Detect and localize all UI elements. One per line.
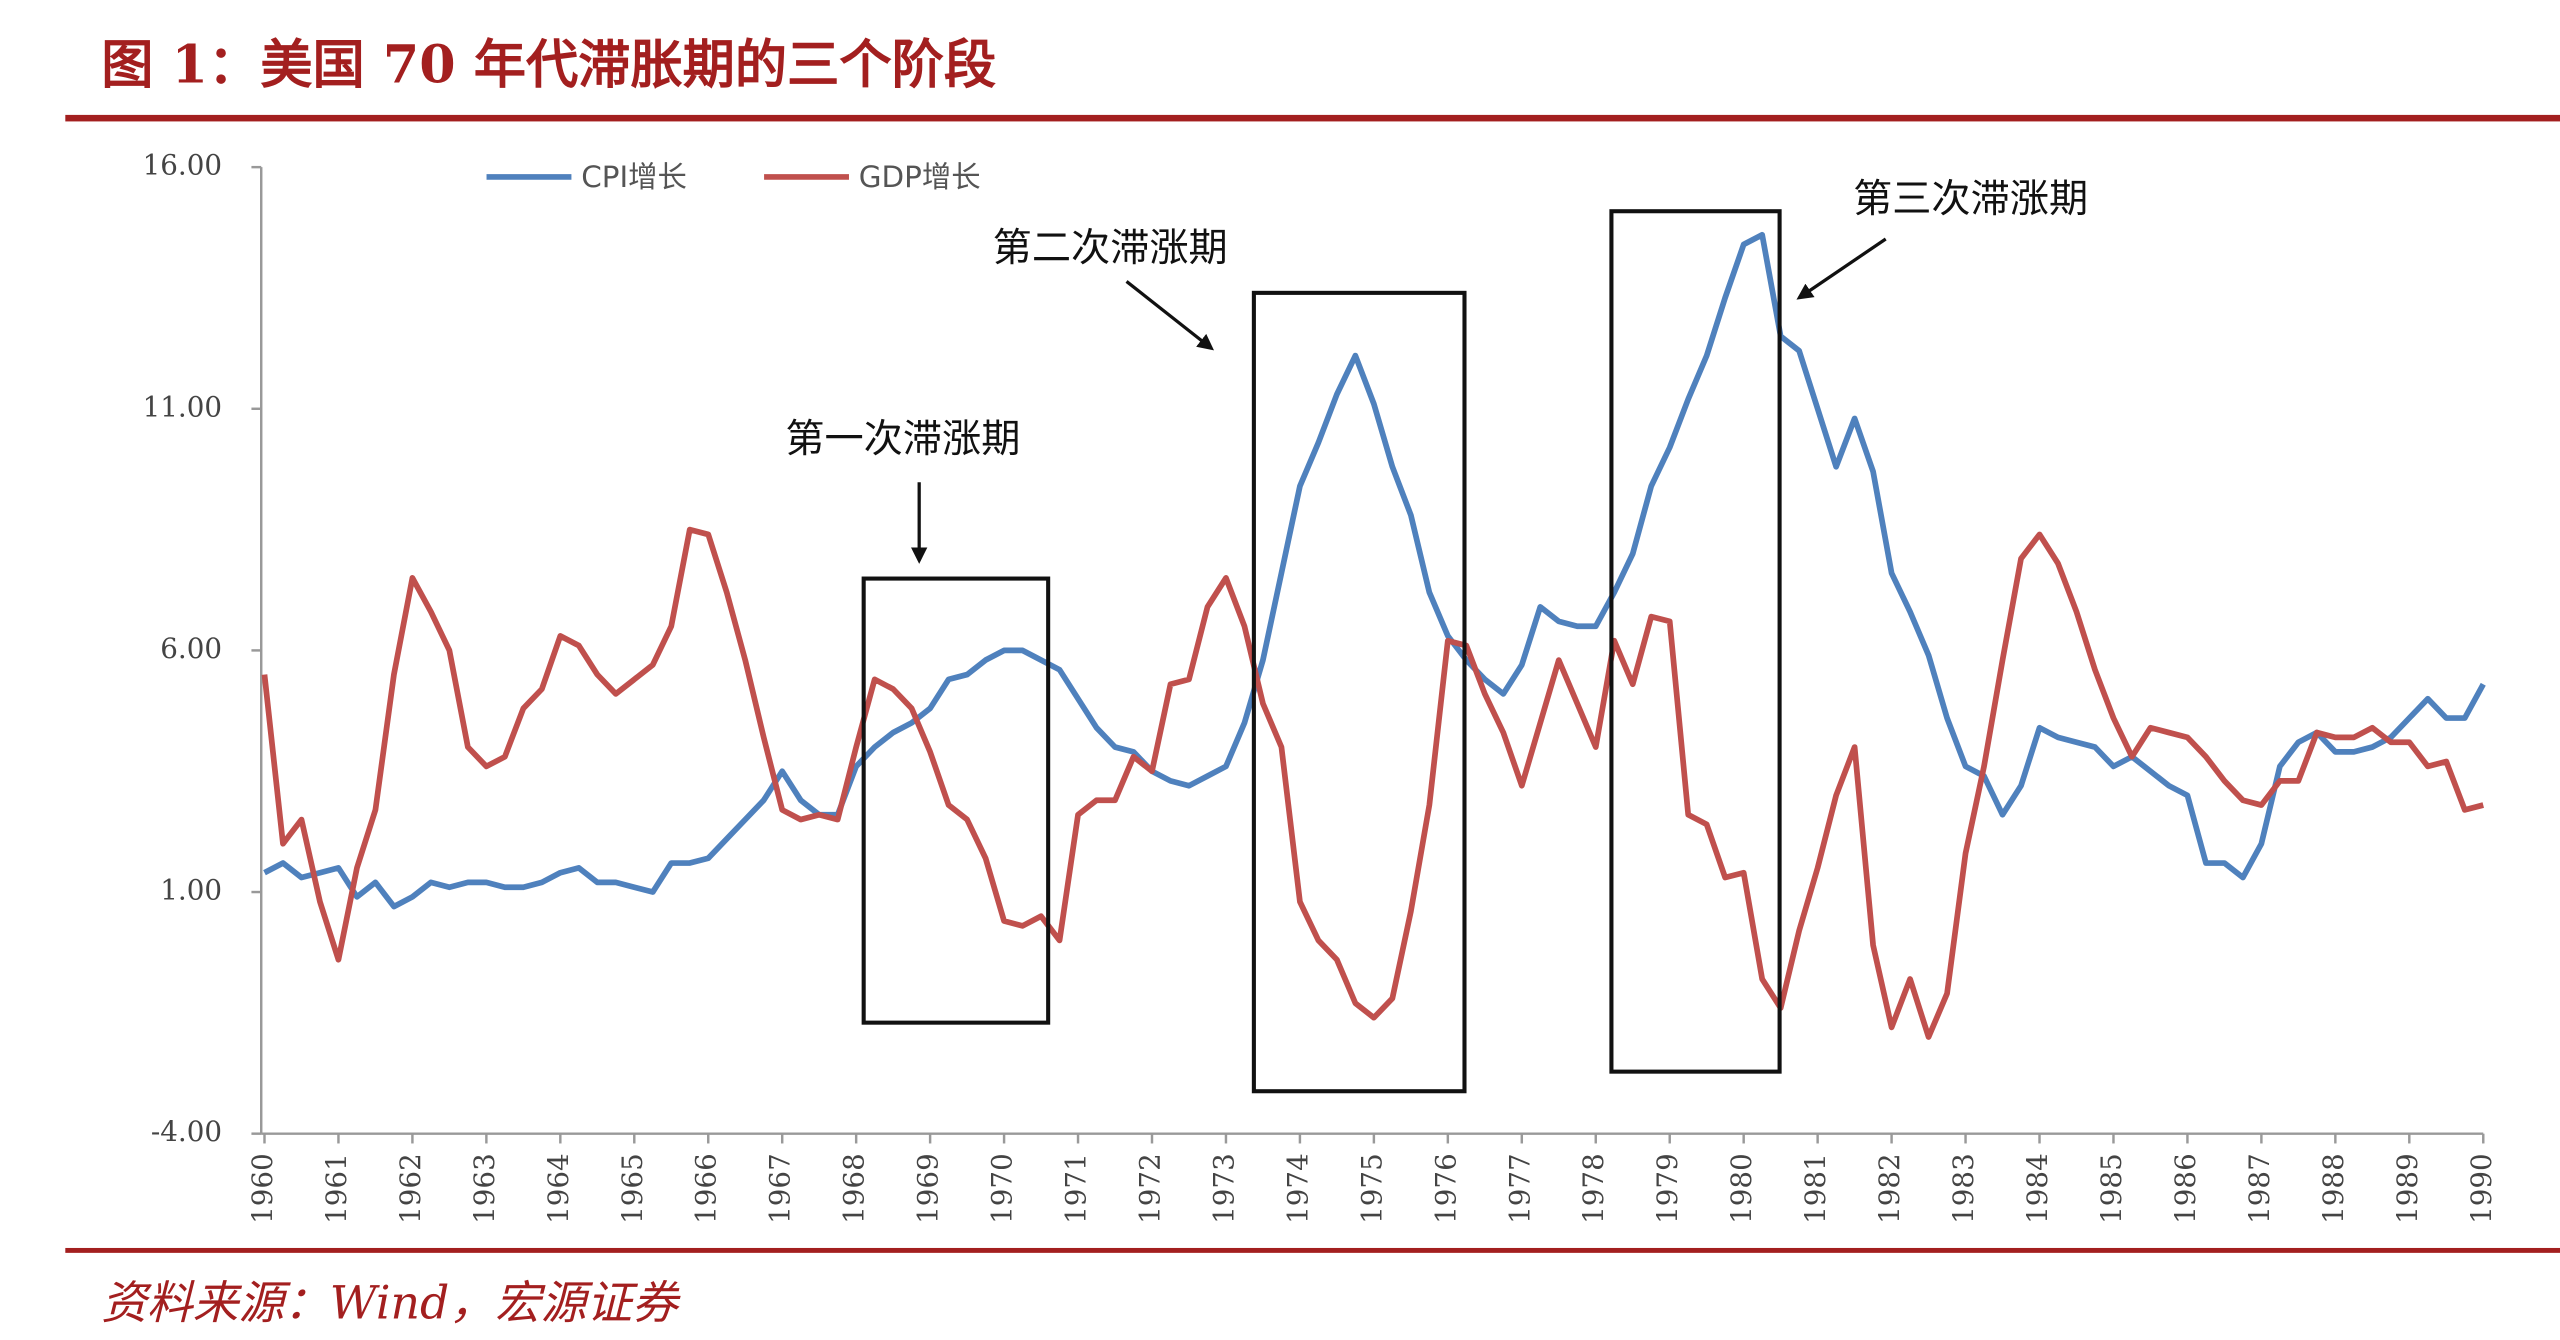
x-tick-label: 1982 (1873, 1153, 1906, 1224)
x-tick-label: 1966 (690, 1153, 723, 1224)
x-tick-label: 1960 (246, 1153, 279, 1224)
title-rule (65, 114, 2560, 122)
y-tick-label: 6.00 (160, 632, 222, 665)
y-tick-label: -4.00 (151, 1115, 222, 1148)
arrow (1125, 280, 1214, 351)
annotation: 第一次滞涨期 (785, 417, 1020, 462)
x-tick-label: 1983 (1947, 1153, 1980, 1224)
x-tick-label: 1963 (468, 1153, 501, 1224)
x-tick-label: 1967 (764, 1153, 797, 1224)
x-tick-label: 1977 (1503, 1153, 1536, 1224)
period-box (1251, 290, 1467, 1094)
x-tick-label: 1965 (616, 1153, 649, 1224)
x-tick-label: 1985 (2095, 1153, 2128, 1224)
y-tick-label: 11.00 (143, 390, 222, 423)
x-tick-label: 1987 (2243, 1153, 2276, 1224)
annotation: 第三次滞涨期 (1853, 177, 2088, 222)
x-tick-label: 1962 (394, 1153, 427, 1224)
period-box (1609, 209, 1782, 1074)
y-tick-label: 16.00 (143, 149, 222, 182)
x-tick-label: 1961 (320, 1153, 353, 1224)
x-tick-label: 1986 (2169, 1153, 2202, 1224)
period-box (861, 576, 1051, 1025)
x-tick-label: 1976 (1429, 1153, 1462, 1224)
plot-area: -4.00 1.00 6.00 11.00 16.00 1960 1961 1962 1963 1… (143, 149, 2498, 1224)
x-tick-label: 1964 (542, 1153, 575, 1224)
x-tick-label: 1975 (1355, 1153, 1388, 1224)
x-tick-label: 1972 (1133, 1153, 1166, 1224)
legend-label: CPI增长 (581, 160, 687, 194)
arrow (1796, 237, 1887, 300)
footer-rule (65, 1247, 2560, 1253)
x-tick-label: 1989 (2391, 1153, 2424, 1224)
x-tick-label: 1980 (1725, 1153, 1758, 1224)
x-tick-label: 1979 (1651, 1153, 1684, 1224)
x-tick-label: 1990 (2465, 1153, 2498, 1224)
data-line (261, 526, 2484, 1040)
x-tick-label: 1988 (2317, 1153, 2350, 1224)
x-tick-label: 1984 (2021, 1153, 2054, 1224)
annotation: 第二次滞涨期 (993, 226, 1228, 271)
chart-title: 图 1：美国 70 年代滞胀期的三个阶段 (101, 35, 996, 96)
data-line (263, 231, 2486, 910)
x-tick-label: 1968 (838, 1153, 871, 1224)
x-tick-label: 1970 (986, 1153, 1019, 1224)
legend-label: GDP增长 (859, 160, 981, 194)
x-tick-label: 1981 (1799, 1153, 1832, 1224)
x-tick-label: 1969 (912, 1153, 945, 1224)
x-tick-label: 1971 (1060, 1153, 1093, 1224)
source: 资料来源：Wind，宏源证券 (101, 1277, 681, 1330)
x-tick-label: 1973 (1207, 1153, 1240, 1224)
x-tick-label: 1978 (1577, 1153, 1610, 1224)
x-tick-label: 1974 (1281, 1153, 1314, 1224)
y-tick-label: 1.00 (160, 874, 222, 907)
